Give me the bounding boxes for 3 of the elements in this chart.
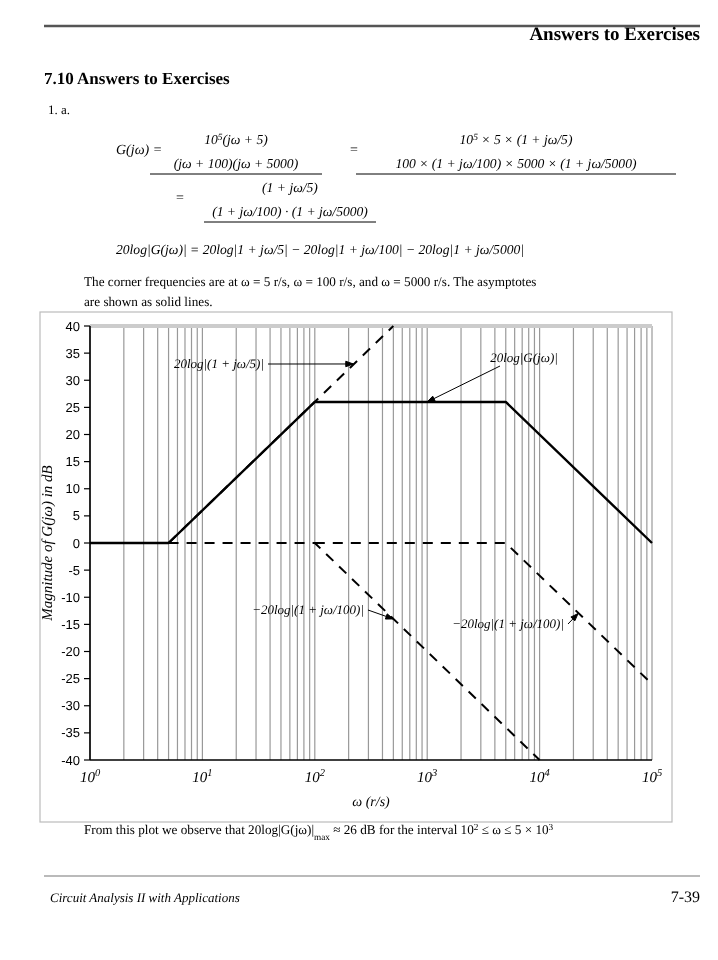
text: Answers to Exercises xyxy=(529,26,701,46)
text: 7-39 xyxy=(670,888,700,906)
chart-title: 7.10 Answers to Exercises xyxy=(44,68,232,88)
